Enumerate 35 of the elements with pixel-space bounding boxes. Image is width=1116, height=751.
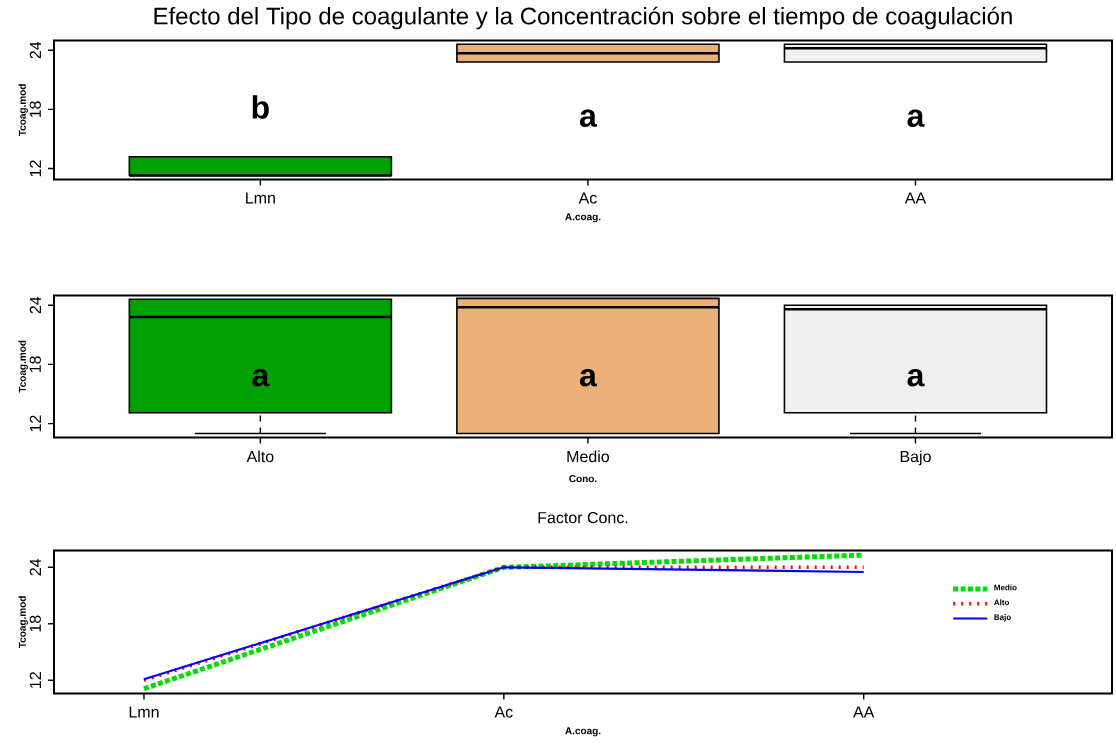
- x-tick-label: Bajo: [900, 450, 931, 466]
- y-axis-title: Tcoag.mod: [18, 596, 28, 648]
- y-tick-label: 18: [29, 356, 41, 372]
- y-tick-label: 18: [29, 101, 41, 117]
- y-tick-label: 24: [29, 296, 41, 314]
- x-tick-label: AA: [853, 706, 875, 718]
- y-tick-label: 12: [29, 415, 41, 432]
- x-tick-label: Alto: [246, 450, 274, 463]
- y-axis-title: Tcoag.mod: [18, 340, 28, 393]
- x-tick-label: Lmn: [129, 706, 159, 718]
- x-tick-label: Lmn: [246, 192, 275, 204]
- x-axis-title: A.coag.: [565, 727, 601, 737]
- y-tick-label: 12: [29, 671, 41, 688]
- x-axis-title: A.coag.: [565, 213, 601, 223]
- x-tick-label: Ac: [578, 192, 597, 204]
- annotation: a: [252, 368, 270, 387]
- y-tick-label: 12: [29, 160, 41, 177]
- x-tick-label: Medio: [567, 450, 610, 463]
- legend-label: Alto: [994, 599, 1010, 605]
- annotation: a: [579, 368, 598, 387]
- legend-label: Medio: [994, 584, 1017, 591]
- legend-label: Bajo: [994, 613, 1011, 622]
- annotation: b: [252, 95, 269, 119]
- x-axis-title: Cono.: [569, 474, 597, 482]
- x-tick-label: Ac: [494, 706, 513, 718]
- annotation: a: [907, 368, 925, 387]
- x-tick-label: AA: [904, 192, 927, 204]
- y-tick-label: 24: [29, 558, 41, 576]
- annotation: a: [579, 109, 598, 127]
- chart-title: Efecto del Tipo de coagulante y la Concentración sobre el tiempo de coagulación: [154, 6, 1012, 30]
- y-tick-label: 24: [29, 41, 41, 59]
- annotation: a: [907, 109, 925, 127]
- y-tick-label: 18: [29, 615, 41, 632]
- y-axis-title: Tcoag.mod: [18, 84, 28, 136]
- chart-title: Factor Conc.: [538, 511, 628, 524]
